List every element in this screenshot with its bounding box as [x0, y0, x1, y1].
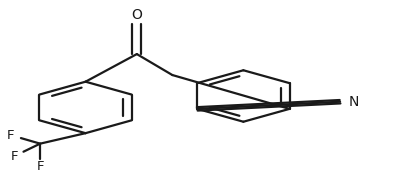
- Text: N: N: [349, 95, 359, 109]
- Text: F: F: [7, 129, 14, 142]
- Text: O: O: [131, 8, 142, 22]
- Text: F: F: [11, 150, 18, 163]
- Text: F: F: [36, 160, 44, 173]
